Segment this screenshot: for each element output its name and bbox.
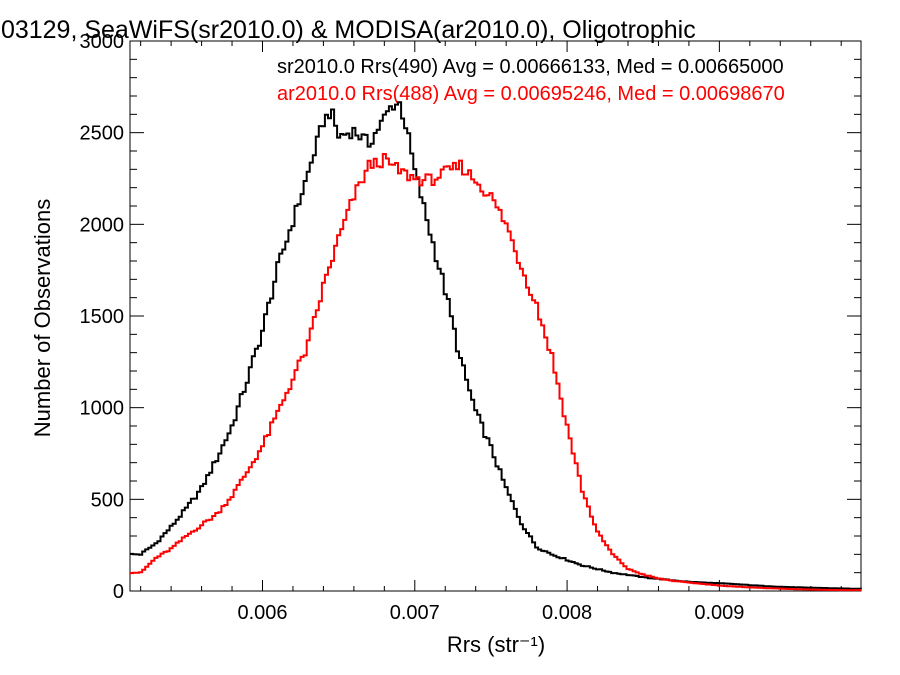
series-black-histogram <box>130 101 862 590</box>
series-layer <box>130 101 862 592</box>
x-axis-label: Rrs (str⁻¹) <box>447 632 545 657</box>
x-tick-label: 0.007 <box>390 602 440 624</box>
annotation-black-series: sr2010.0 Rrs(490) Avg = 0.00666133, Med … <box>277 56 784 78</box>
chart-title: Rrs(488), 2003129, SeaWiFS(sr2010.0) & M… <box>0 16 696 44</box>
x-tick-label: 0.008 <box>542 602 592 624</box>
y-axis-label: Number of Observations <box>30 199 55 437</box>
y-tick-label: 2000 <box>80 214 125 236</box>
axis-ticks: 0.006 0.007 0.008 0.009 0 500 1000 1500 2000 2500… <box>80 31 861 624</box>
x-tick-label: 0.009 <box>694 602 744 624</box>
series-red-histogram <box>130 153 861 592</box>
y-tick-label: 1000 <box>80 398 125 420</box>
y-tick-label: 2500 <box>80 123 125 145</box>
y-tick-label: 0 <box>113 581 124 603</box>
y-tick-label: 3000 <box>80 31 125 53</box>
x-tick-label: 0.006 <box>237 602 287 624</box>
plot-frame <box>129 40 862 592</box>
y-tick-label: 500 <box>91 489 124 511</box>
y-tick-label: 1500 <box>80 306 125 328</box>
annotation-red-series: ar2010.0 Rrs(488) Avg = 0.00695246, Med … <box>277 83 785 105</box>
